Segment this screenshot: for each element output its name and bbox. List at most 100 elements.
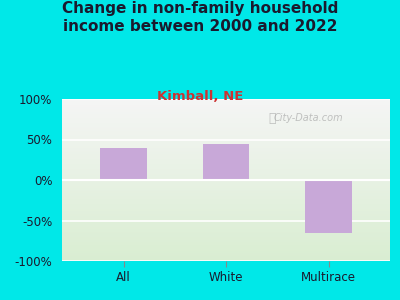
Bar bbox=[62, 160, 390, 162]
Bar bbox=[62, 195, 390, 196]
Bar bbox=[62, 219, 390, 220]
Bar bbox=[62, 183, 390, 185]
Bar bbox=[62, 159, 390, 160]
Bar bbox=[62, 173, 390, 175]
Bar bbox=[62, 100, 390, 102]
Bar bbox=[62, 251, 390, 253]
Bar bbox=[62, 200, 390, 201]
Bar bbox=[62, 157, 390, 159]
Bar bbox=[62, 148, 390, 149]
Bar bbox=[62, 172, 390, 173]
Bar bbox=[62, 115, 390, 117]
Bar bbox=[62, 165, 390, 167]
Bar bbox=[62, 217, 390, 219]
Bar bbox=[62, 260, 390, 261]
Bar bbox=[62, 120, 390, 122]
Bar bbox=[62, 229, 390, 230]
Bar bbox=[62, 235, 390, 237]
Bar bbox=[62, 190, 390, 191]
Text: Kimball, NE: Kimball, NE bbox=[157, 90, 243, 103]
Bar bbox=[62, 187, 390, 188]
Bar bbox=[62, 250, 390, 251]
Bar bbox=[62, 127, 390, 128]
Bar bbox=[62, 117, 390, 118]
Bar bbox=[62, 248, 390, 250]
Bar bbox=[62, 201, 390, 203]
Bar bbox=[62, 123, 390, 125]
Bar bbox=[62, 224, 390, 225]
Bar bbox=[62, 185, 390, 187]
Bar bbox=[62, 203, 390, 204]
Bar bbox=[62, 156, 390, 157]
Bar bbox=[62, 204, 390, 206]
Bar bbox=[62, 109, 390, 110]
Text: ⓘ: ⓘ bbox=[268, 112, 276, 125]
Bar bbox=[62, 107, 390, 109]
Bar bbox=[62, 136, 390, 138]
Text: City-Data.com: City-Data.com bbox=[273, 113, 343, 123]
Bar bbox=[62, 209, 390, 211]
Bar bbox=[62, 125, 390, 127]
Bar bbox=[62, 208, 390, 209]
Bar bbox=[62, 144, 390, 146]
Bar bbox=[62, 167, 390, 169]
Bar bbox=[62, 232, 390, 233]
Bar bbox=[62, 128, 390, 130]
Bar bbox=[62, 140, 390, 141]
Bar bbox=[62, 149, 390, 151]
Bar bbox=[62, 118, 390, 120]
Bar bbox=[62, 182, 390, 183]
Bar bbox=[62, 102, 390, 104]
Bar bbox=[62, 240, 390, 242]
Bar bbox=[62, 151, 390, 152]
Bar bbox=[62, 222, 390, 224]
Bar bbox=[62, 104, 390, 106]
Bar bbox=[62, 162, 390, 164]
Bar bbox=[62, 220, 390, 222]
Bar bbox=[62, 130, 390, 131]
Bar bbox=[62, 196, 390, 198]
Bar bbox=[62, 214, 390, 216]
Bar bbox=[203, 144, 249, 180]
Bar bbox=[62, 99, 390, 100]
Bar bbox=[62, 243, 390, 245]
Bar bbox=[62, 198, 390, 200]
Text: Change in non-family household
income between 2000 and 2022: Change in non-family household income be… bbox=[62, 2, 338, 34]
Bar bbox=[62, 106, 390, 107]
Bar bbox=[62, 138, 390, 140]
Bar bbox=[62, 193, 390, 195]
Bar bbox=[62, 177, 390, 178]
Bar bbox=[62, 110, 390, 112]
Bar bbox=[62, 242, 390, 243]
Bar bbox=[62, 237, 390, 238]
Bar bbox=[62, 212, 390, 214]
Bar bbox=[62, 164, 390, 165]
Bar bbox=[62, 230, 390, 232]
Bar bbox=[62, 238, 390, 240]
Bar bbox=[62, 233, 390, 235]
Bar bbox=[62, 133, 390, 135]
Bar bbox=[62, 135, 390, 136]
Bar bbox=[62, 246, 390, 248]
Bar bbox=[62, 122, 390, 123]
Bar bbox=[62, 154, 390, 156]
Bar bbox=[62, 175, 390, 177]
Bar bbox=[62, 188, 390, 190]
Bar bbox=[62, 211, 390, 212]
Bar bbox=[62, 225, 390, 227]
Bar bbox=[62, 191, 390, 193]
Bar bbox=[306, 180, 352, 233]
Bar bbox=[62, 256, 390, 258]
Bar bbox=[62, 146, 390, 148]
Bar bbox=[62, 206, 390, 208]
Bar bbox=[62, 114, 390, 115]
Bar bbox=[62, 178, 390, 180]
Bar bbox=[62, 170, 390, 172]
Bar bbox=[62, 152, 390, 154]
Bar bbox=[62, 141, 390, 143]
Bar bbox=[62, 143, 390, 144]
Bar bbox=[62, 254, 390, 256]
Bar bbox=[62, 216, 390, 217]
Bar bbox=[62, 131, 390, 133]
Bar bbox=[62, 180, 390, 182]
